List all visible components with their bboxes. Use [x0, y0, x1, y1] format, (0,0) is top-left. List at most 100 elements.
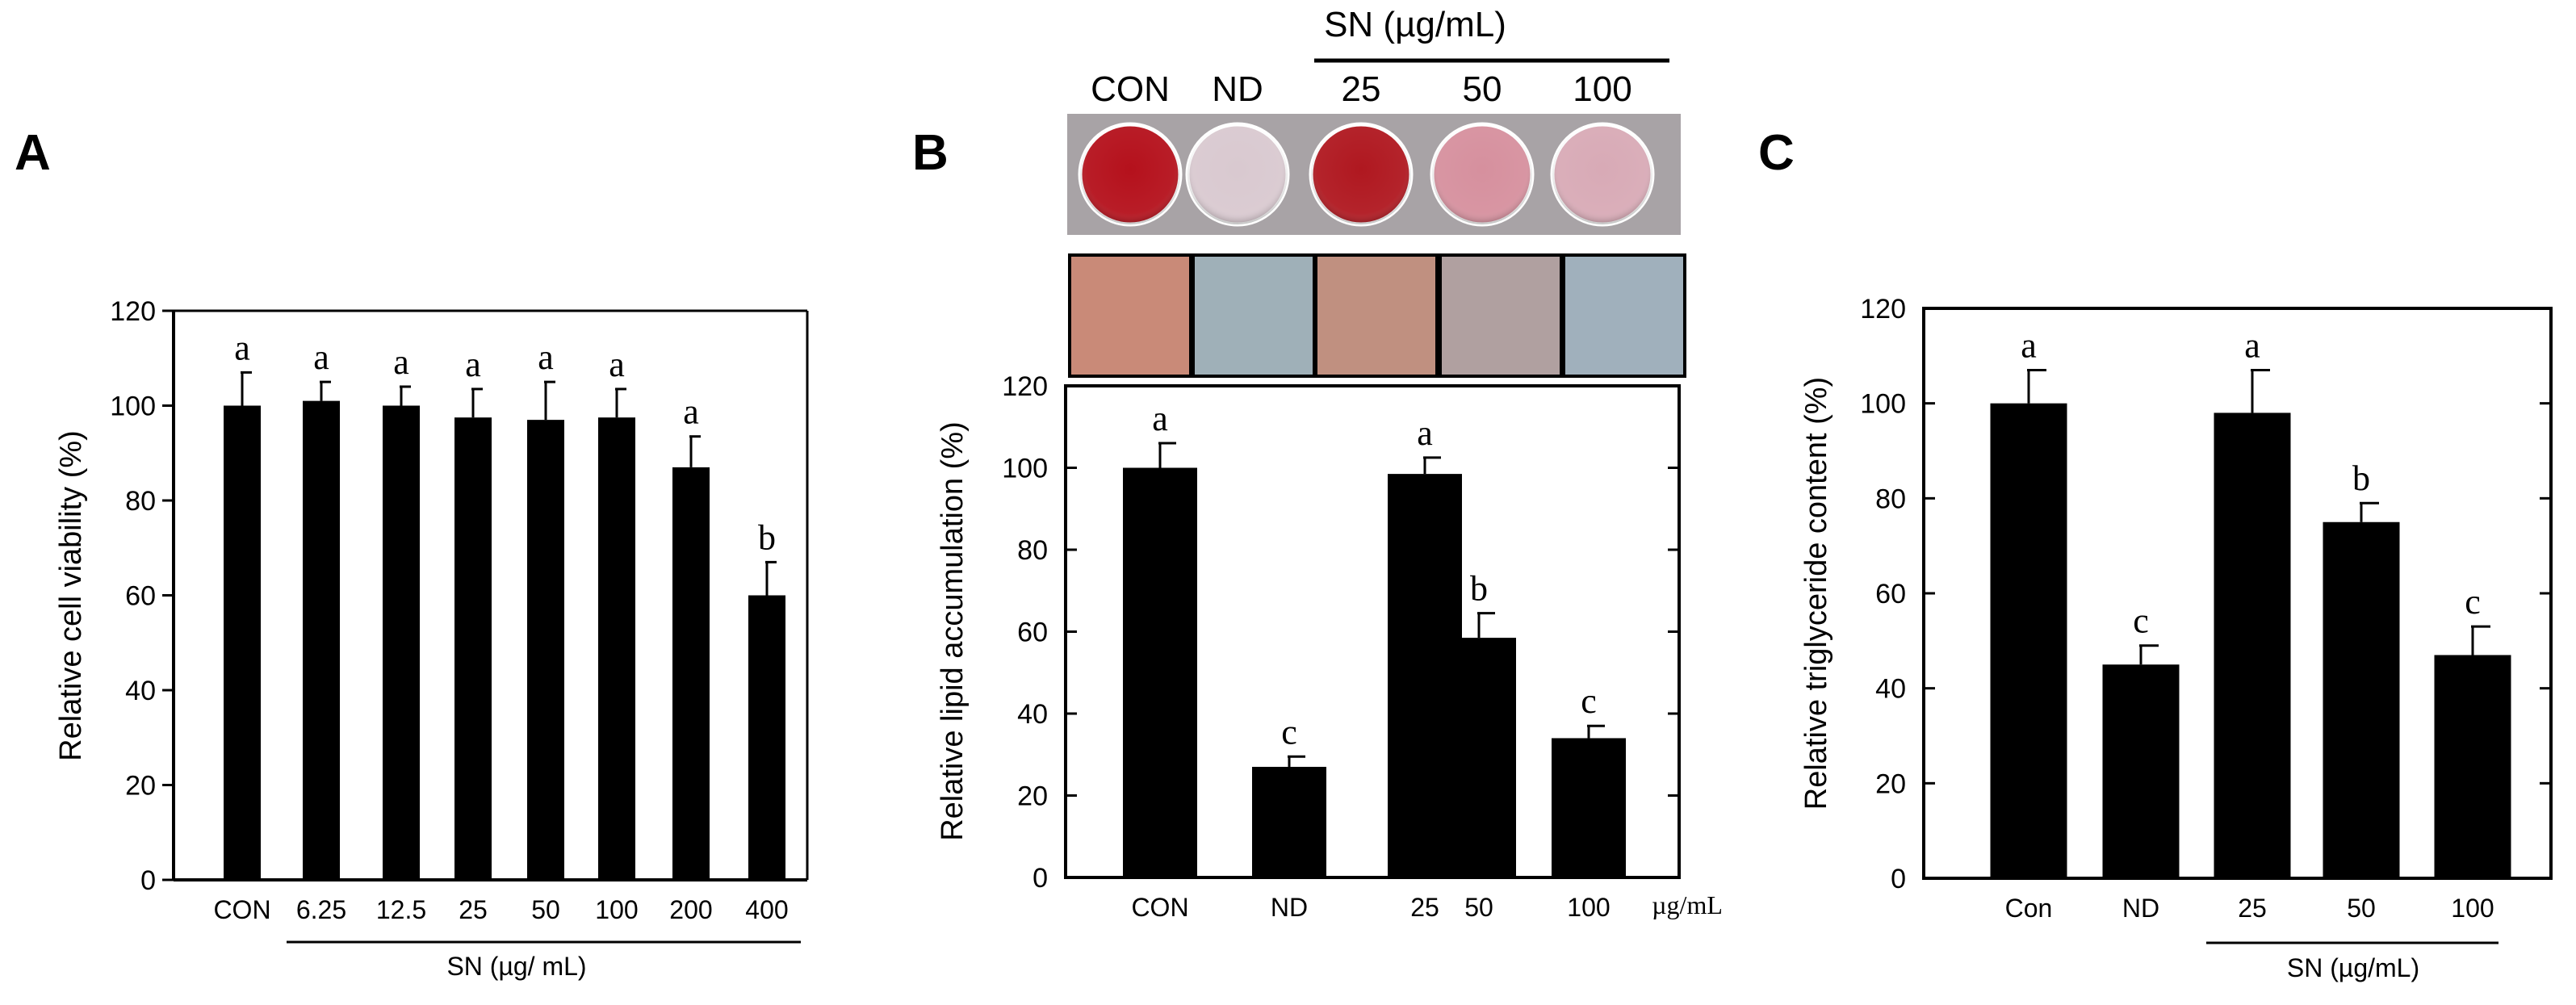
bar: [2434, 655, 2511, 878]
bar: [224, 405, 261, 880]
bar: [672, 467, 710, 880]
significance-letter: a: [393, 342, 409, 382]
x-tick-label: 25: [2238, 894, 2267, 923]
x-tick-label: 25: [1410, 893, 1439, 922]
significance-letter: a: [1152, 399, 1168, 438]
y-tick-label: 20: [1017, 781, 1048, 812]
bar: [1123, 467, 1197, 877]
bar: [303, 400, 340, 880]
y-tick-label: 100: [1002, 454, 1048, 484]
significance-letter: b: [1470, 569, 1488, 609]
well-shade: [1552, 124, 1652, 224]
significance-letter: a: [1417, 413, 1433, 453]
y-axis-label: Relative triglyceride content (%): [1799, 377, 1833, 810]
x-tick-label: 50: [1464, 893, 1493, 922]
unit-label: µg/mL: [1652, 890, 1723, 919]
y-tick-label: 60: [125, 581, 156, 612]
significance-letter: b: [758, 517, 776, 557]
significance-letter: c: [1281, 712, 1297, 752]
y-tick-label: 60: [1875, 579, 1906, 609]
y-tick-label: 0: [1891, 864, 1906, 894]
x-tick-label: 100: [2451, 894, 2494, 923]
y-tick-label: 40: [125, 676, 156, 706]
x-tick-label: 200: [669, 895, 712, 924]
bar: [2323, 521, 2400, 878]
y-tick-label: 20: [1875, 768, 1906, 799]
y-tick-label: 80: [1017, 535, 1048, 566]
y-tick-label: 80: [125, 486, 156, 517]
plate-label: 50: [1463, 69, 1502, 109]
staining-images: SN (µg/mL) CON ND 25 50 100: [1067, 5, 1686, 378]
plate-label: ND: [1212, 69, 1263, 109]
significance-letter: c: [2133, 601, 2149, 641]
bar: [2102, 664, 2180, 878]
x-tick-label: 50: [531, 895, 560, 924]
x-tick-label: 6.25: [296, 895, 346, 924]
bar: [2214, 412, 2291, 878]
chart-panel-b: 0 20 40 60 80 100 120 Relative lipid accumulati…: [936, 371, 1723, 922]
y-tick-label: 0: [140, 865, 156, 896]
bar: [527, 420, 564, 880]
panel-label-a: A: [15, 125, 51, 181]
micrograph-1: [1068, 253, 1192, 378]
plate-label: 25: [1342, 69, 1381, 109]
y-tick-label: 40: [1875, 674, 1906, 705]
x-tick-label: 400: [745, 895, 788, 924]
x-tick-label: 25: [459, 895, 488, 924]
micrograph-2: [1192, 253, 1316, 378]
bar: [1990, 403, 2067, 879]
y-tick-label: 80: [1875, 484, 1906, 514]
chart-panel-a: 0 20 40 60 80 100 120 Relative cell viability (…: [54, 296, 809, 981]
significance-letter: a: [313, 337, 329, 377]
x-axis-label: SN (µg/ mL): [446, 952, 586, 981]
significance-letter: b: [2352, 459, 2370, 498]
significance-letter: a: [2244, 325, 2260, 365]
y-axis-label: Relative lipid accumulation (%): [936, 421, 970, 841]
bar: [748, 595, 785, 880]
y-axis-label: Relative cell viability (%): [54, 430, 88, 761]
bar: [1552, 738, 1626, 877]
x-tick-label: 50: [2347, 894, 2376, 923]
significance-letter: a: [465, 345, 481, 384]
significance-letter: a: [683, 392, 699, 432]
well-shade: [1432, 124, 1532, 224]
x-tick-label: CON: [1131, 893, 1188, 922]
x-tick-label: CON: [213, 895, 270, 924]
chart-panel-c: 0 20 40 60 80 100 120 Relative triglyceride con…: [1799, 294, 2553, 982]
bar: [1442, 638, 1516, 877]
significance-letter: c: [1581, 681, 1597, 721]
micrograph-5: [1562, 253, 1686, 378]
bar: [454, 417, 492, 880]
sn-group-header: SN (µg/mL): [1324, 5, 1506, 44]
well-shade: [1311, 124, 1411, 224]
plate-label: CON: [1091, 69, 1170, 109]
well-shade: [1080, 124, 1180, 224]
y-tick-label: 120: [1860, 294, 1906, 325]
x-tick-label: 100: [595, 895, 638, 924]
y-tick-label: 100: [1860, 389, 1906, 420]
significance-letter: a: [609, 345, 625, 384]
y-tick-label: 40: [1017, 699, 1048, 730]
x-axis-label: SN (µg/mL): [2287, 953, 2419, 982]
well-shade: [1187, 124, 1288, 224]
panel-label-b: B: [912, 125, 949, 181]
panel-label-c: C: [1758, 125, 1795, 181]
micrograph-3: [1314, 253, 1439, 378]
x-tick-label: ND: [1271, 893, 1308, 922]
y-tick-label: 120: [110, 296, 156, 327]
significance-letter: a: [2021, 325, 2037, 365]
significance-letter: a: [234, 328, 250, 367]
y-tick-label: 20: [125, 771, 156, 802]
y-tick-label: 0: [1032, 863, 1048, 894]
y-tick-label: 100: [110, 392, 156, 422]
x-tick-label: Con: [2005, 894, 2053, 923]
micrograph-4: [1439, 253, 1563, 378]
bar: [1252, 766, 1326, 877]
bar: [598, 417, 635, 880]
x-tick-label: 12.5: [376, 895, 426, 924]
y-tick-label: 120: [1002, 371, 1048, 402]
x-tick-label: 100: [1567, 893, 1610, 922]
x-tick-label: ND: [2122, 894, 2159, 923]
bar: [383, 405, 420, 880]
